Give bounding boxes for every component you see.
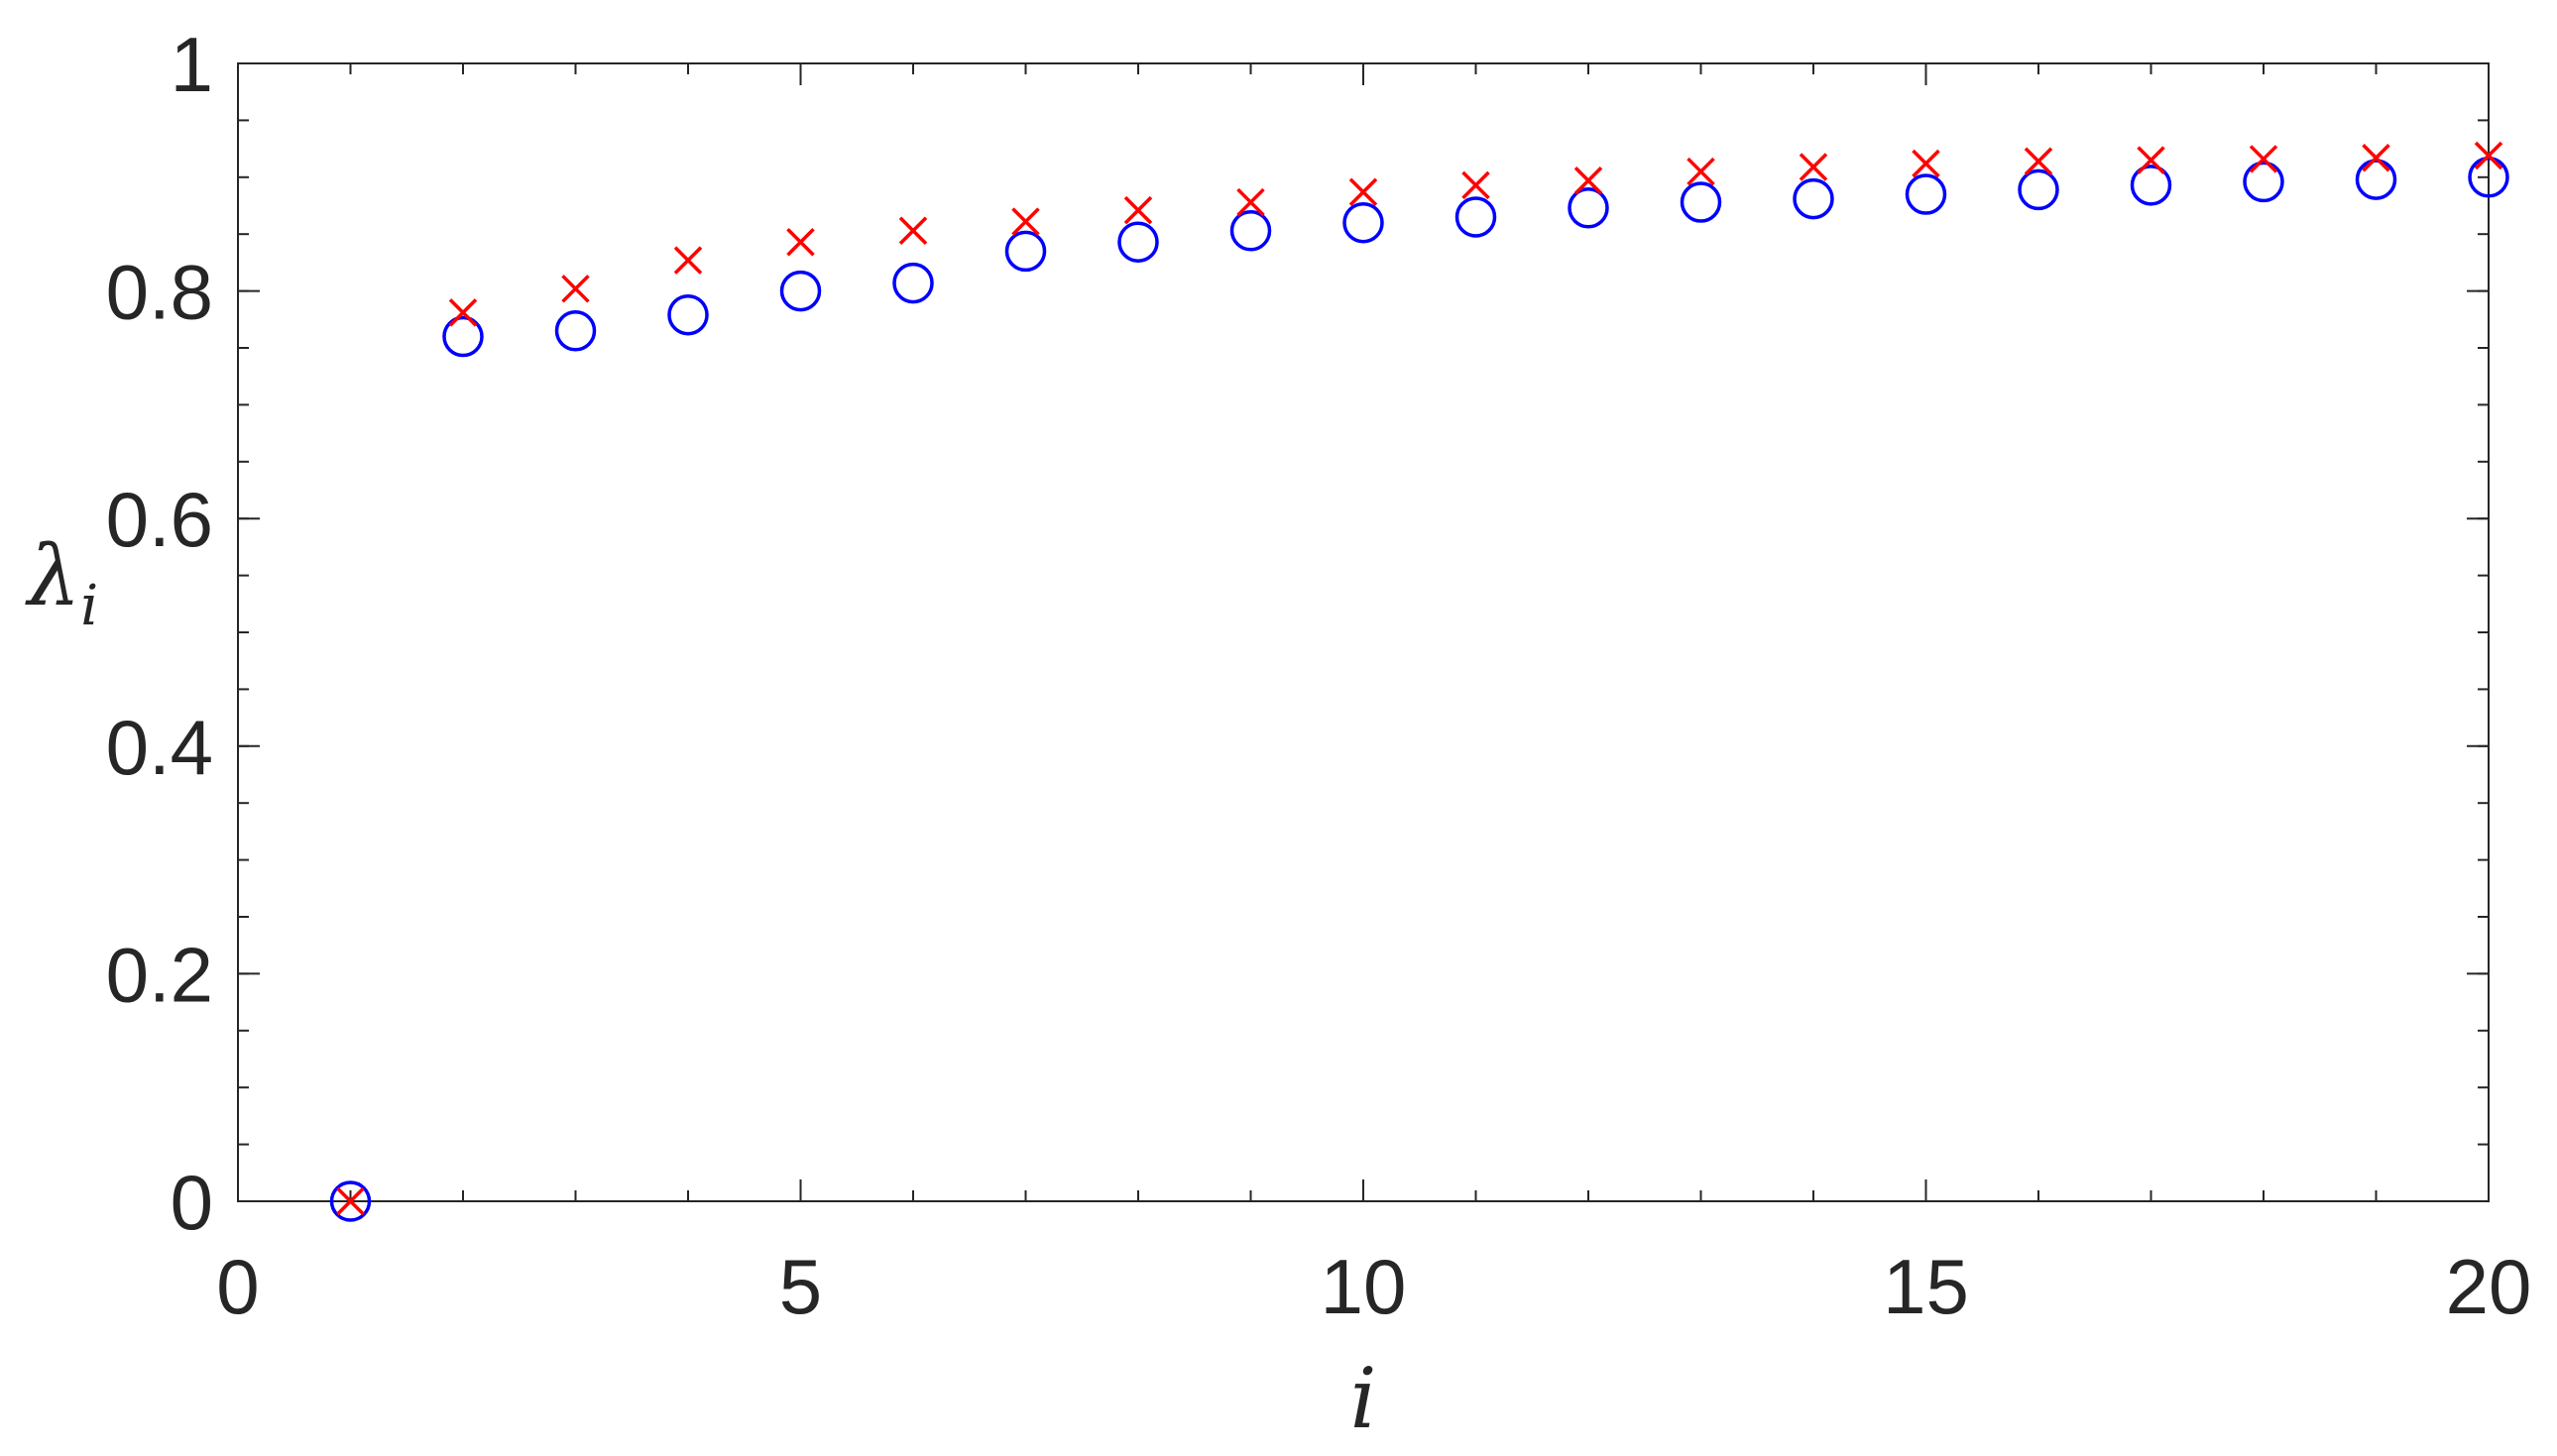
y-tick-label: 0 — [171, 1159, 213, 1246]
cross-point — [1123, 195, 1153, 225]
circle-point — [1229, 210, 1272, 252]
cross-point — [561, 275, 590, 303]
y-axis-label: λi — [25, 527, 98, 638]
cross-point — [1461, 170, 1490, 200]
cross-point — [1236, 187, 1265, 217]
cross-point — [786, 227, 815, 257]
x-tick-label: 15 — [1883, 1243, 1969, 1330]
x-tick-label: 5 — [779, 1243, 822, 1330]
circle-point — [2130, 165, 2172, 206]
y-tick-label: 0.6 — [106, 476, 213, 563]
plot-area — [237, 62, 2490, 1202]
circle-point — [1568, 187, 1609, 229]
y-tick-label: 0.8 — [106, 249, 213, 336]
circle-point — [2243, 161, 2284, 203]
y-axis-label-subscript: i — [80, 574, 98, 638]
cross-point — [448, 298, 478, 327]
circle-point — [667, 293, 709, 336]
circle-point — [2018, 168, 2059, 211]
cross-point — [898, 216, 928, 245]
circle-point — [442, 315, 484, 358]
cross-point — [1348, 177, 1378, 206]
y-tick-label: 1 — [171, 21, 213, 108]
x-tick-label: 10 — [1321, 1243, 1407, 1330]
circle-point — [2468, 157, 2509, 198]
major-ticks — [237, 62, 2490, 1202]
circle-point — [1004, 230, 1047, 273]
cross-point — [673, 246, 703, 275]
circle-point — [2355, 159, 2397, 200]
circle-point — [779, 270, 822, 312]
circle-point — [1905, 173, 1947, 215]
x-axis-label: i — [1350, 1350, 1377, 1447]
y-axis-label-symbol: λ — [25, 527, 80, 624]
circle-point — [1680, 181, 1722, 223]
circle-point — [1342, 201, 1384, 244]
cross-point — [2362, 144, 2390, 172]
circle-point — [1793, 177, 1834, 220]
circle-point — [1454, 196, 1497, 238]
cross-point — [1011, 207, 1040, 236]
circle-point — [554, 310, 597, 352]
data-marks — [329, 141, 2509, 1222]
cross-point — [2474, 141, 2503, 170]
cross-point — [2249, 145, 2278, 173]
cross-point — [2137, 146, 2165, 174]
cross-point — [1799, 153, 1828, 181]
x-tick-label: 0 — [216, 1243, 259, 1330]
cross-point — [2024, 147, 2053, 175]
y-tick-label: 0.4 — [106, 704, 213, 791]
y-tick-labels: 0 0.2 0.4 0.6 0.8 1 — [106, 21, 213, 1246]
cross-point — [1573, 167, 1603, 195]
x-tick-labels: 0 5 10 15 20 — [216, 1243, 2531, 1330]
cross-point — [1912, 149, 1940, 178]
x-tick-label: 20 — [2446, 1243, 2532, 1330]
cross-point — [1686, 157, 1715, 186]
circle-point — [329, 1180, 372, 1222]
y-tick-label: 0.2 — [106, 931, 213, 1018]
cross-point — [336, 1186, 365, 1216]
circle-point — [892, 262, 934, 304]
circle-point — [1117, 221, 1159, 263]
